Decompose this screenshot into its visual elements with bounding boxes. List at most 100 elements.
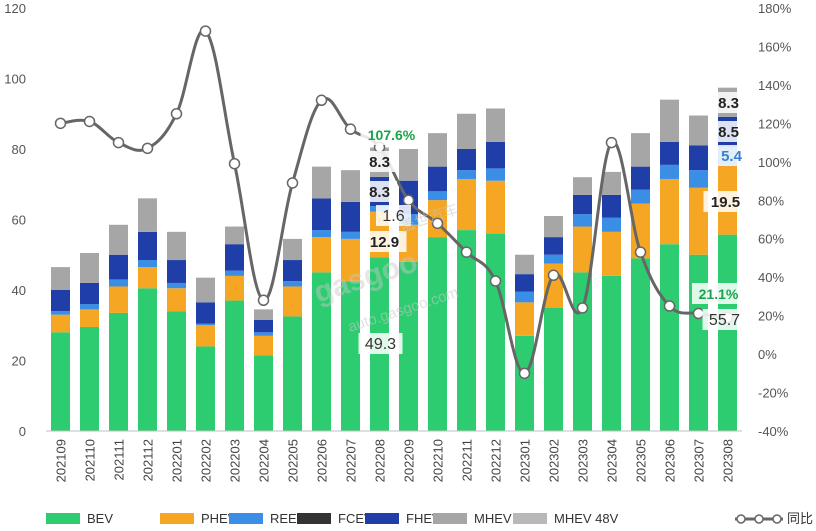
y-tick-label: 120 bbox=[4, 1, 26, 16]
legend-label: FCEV bbox=[338, 511, 373, 526]
legend-swatch-yoy-marker bbox=[754, 514, 764, 524]
bar-bev-202212 bbox=[486, 233, 505, 431]
x-tick-label: 202111 bbox=[112, 439, 127, 480]
y2-tick-label: 180% bbox=[758, 1, 792, 16]
bar-phev-202211 bbox=[457, 178, 476, 231]
bar-phev-202304 bbox=[602, 231, 621, 276]
legend-swatch-fhev bbox=[365, 513, 399, 524]
legend-label: MHEV bbox=[474, 511, 512, 526]
y-tick-label: 20 bbox=[12, 354, 26, 369]
bar-mhev-202212 bbox=[486, 108, 505, 142]
legend-label: REEV bbox=[270, 511, 306, 526]
legend: BEV PHEV REEV FCEV FHEV MHEV MHEV 48V 同比 bbox=[46, 511, 813, 526]
data-label-aug2022-yoy: 107.6% bbox=[368, 127, 416, 143]
x-tick-label: 202204 bbox=[257, 439, 272, 482]
bar-reev-202212 bbox=[486, 168, 505, 181]
data-label-aug2022-fhev-bg bbox=[362, 181, 397, 202]
data-label-aug2023-fhev: 8.5 bbox=[718, 124, 739, 141]
x-tick-label: 202211 bbox=[460, 439, 475, 481]
bar-bev-202209 bbox=[399, 261, 418, 431]
yoy-point-202304 bbox=[605, 136, 618, 149]
y2-tick-label: 160% bbox=[758, 39, 792, 54]
yoy-point-202203 bbox=[228, 157, 241, 170]
bar-reev-202210 bbox=[428, 191, 447, 201]
bar-phev-202201 bbox=[167, 288, 186, 312]
legend-swatch-reev bbox=[229, 513, 263, 524]
bar-fhev-202304 bbox=[602, 194, 621, 218]
yoy-point-202205 bbox=[286, 177, 299, 189]
y2-tick-label: 80% bbox=[758, 193, 784, 208]
bar-reev-202110 bbox=[80, 304, 99, 310]
data-label-aug2022-bev: 49.3 bbox=[365, 336, 396, 353]
legend-swatch-mhev bbox=[433, 513, 467, 524]
y2-tick-label: 20% bbox=[758, 309, 784, 324]
yoy-point-202109 bbox=[54, 117, 67, 130]
x-tick-label: 202202 bbox=[199, 439, 214, 482]
yoy-point-202110 bbox=[83, 115, 96, 128]
x-tick-label: 202201 bbox=[170, 439, 185, 482]
bar-fhev-202205 bbox=[283, 260, 302, 282]
bar-fhev-202204 bbox=[254, 319, 273, 333]
x-tick-label: 202301 bbox=[518, 439, 533, 482]
yoy-point-202305 bbox=[634, 246, 647, 258]
bar-reev-202307 bbox=[689, 170, 708, 188]
x-tick-label: 202308 bbox=[721, 439, 736, 482]
bar-fhev-202112 bbox=[138, 231, 157, 261]
bar-fhev-202111 bbox=[109, 254, 128, 280]
bar-bev-202204 bbox=[254, 355, 273, 431]
bar-bev-202110 bbox=[80, 327, 99, 431]
data-label-aug2022-phev-bg bbox=[362, 231, 407, 252]
bar-fhev-202109 bbox=[51, 290, 70, 312]
x-tick-label: 202208 bbox=[373, 439, 388, 482]
data-label-aug2023-fhev-bg bbox=[711, 121, 746, 142]
yoy-point-202112 bbox=[141, 142, 154, 155]
bar-mhev-202109 bbox=[51, 267, 70, 290]
data-label-aug2023-phev: 19.5 bbox=[711, 194, 740, 211]
data-label-aug2022-yoy-bg bbox=[360, 124, 423, 145]
bar-bev-202201 bbox=[167, 311, 186, 431]
legend-label: BEV bbox=[87, 511, 113, 526]
x-tick-label: 202109 bbox=[54, 439, 69, 482]
bar-fhev-202212 bbox=[486, 141, 505, 169]
legend-swatch-mhev-48v bbox=[513, 513, 547, 524]
bar-phev-202303 bbox=[573, 226, 592, 273]
bar-mhev-202204 bbox=[254, 309, 273, 320]
y2-tick-label: 100% bbox=[758, 155, 792, 170]
bar-mhev-202110 bbox=[80, 252, 99, 283]
data-label-aug2023-bev: 55.7 bbox=[709, 312, 740, 329]
bar-phev-202207 bbox=[341, 238, 360, 282]
bar-reev-202204 bbox=[254, 332, 273, 336]
data-label-aug2022-phev: 12.9 bbox=[370, 234, 399, 251]
bar-mhev-202307 bbox=[689, 115, 708, 146]
data-label-aug2023-mhev-bg bbox=[711, 92, 746, 113]
bar-bev-202112 bbox=[138, 288, 157, 431]
bar-bev-202304 bbox=[602, 275, 621, 431]
bar-mhev-202203 bbox=[225, 226, 244, 245]
x-tick-label: 202209 bbox=[402, 439, 417, 482]
x-tick-label: 202306 bbox=[663, 439, 678, 482]
y-tick-label: 80 bbox=[12, 142, 26, 157]
y2-tick-label: -20% bbox=[758, 386, 789, 401]
yoy-point-202206 bbox=[315, 94, 328, 107]
bar-mhev-202306 bbox=[660, 99, 679, 142]
y2-tick-label: 0% bbox=[758, 347, 777, 362]
bar-phev-202301 bbox=[515, 302, 534, 336]
legend-label: PHEV bbox=[201, 511, 237, 526]
bar-bev-202308 bbox=[718, 234, 737, 431]
bar-reev-202211 bbox=[457, 170, 476, 179]
bar-reev-202112 bbox=[138, 260, 157, 268]
data-label-aug2022-fhev: 8.3 bbox=[369, 184, 390, 201]
y2-tick-label: 120% bbox=[758, 116, 792, 131]
bar-mhev-202305 bbox=[631, 133, 650, 167]
bar-mhev-202211 bbox=[457, 113, 476, 149]
bar-bev-202111 bbox=[109, 312, 128, 431]
bar-fhev-202301 bbox=[515, 274, 534, 292]
data-label-aug2022-reev-bg bbox=[376, 205, 411, 226]
y2-tick-label: 140% bbox=[758, 78, 792, 93]
bar-mhev-202112 bbox=[138, 198, 157, 232]
legend-swatch-fcev bbox=[297, 513, 331, 524]
bar-fhev-202206 bbox=[312, 198, 331, 231]
bar-reev-202206 bbox=[312, 230, 331, 238]
bar-bev-202207 bbox=[341, 281, 360, 431]
data-label-layer: 49.3 12.9 1.6 8.3 8.3 107.6% 55.7 19.5 5.4 8.5 8.3… bbox=[358, 92, 749, 354]
